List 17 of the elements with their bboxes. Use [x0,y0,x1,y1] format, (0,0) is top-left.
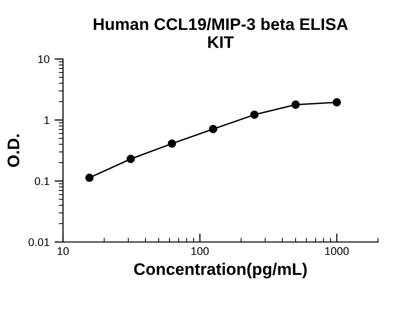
y-tick-label: 10 [38,55,50,64]
point [168,139,176,148]
point [332,98,341,106]
chart-title: Human CCL19/MIP-3 beta ELISA KIT [94,18,348,48]
point [126,154,135,164]
y-tick-label: 1 [44,116,50,124]
y-axis-title: O.D. [8,134,20,167]
point [291,100,300,109]
x-axis-title: Concentration(pg/mL) [134,262,307,278]
x-tick-label: 10 [58,247,69,256]
point [250,110,259,119]
point [208,124,218,134]
y-tick-label: 0.01 [28,238,50,246]
point [85,174,94,182]
x-tick-label: 1000 [325,247,349,256]
y-tick-label: 0.1 [34,177,50,186]
x-tick-label: 100 [191,247,209,256]
